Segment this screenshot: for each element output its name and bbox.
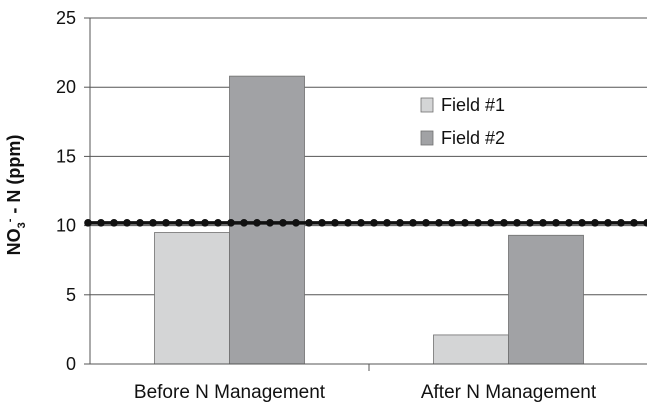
reference-line-dot <box>162 219 170 227</box>
reference-line-dot <box>331 219 339 227</box>
reference-line-dot <box>123 219 131 227</box>
reference-line-dot <box>149 219 157 227</box>
reference-line-dot <box>435 219 443 227</box>
reference-line-dot <box>188 219 196 227</box>
y-tick-label: 10 <box>56 216 76 236</box>
bar-field-2-1 <box>509 235 584 364</box>
reference-line-dot <box>214 219 222 227</box>
y-axis-ticks: 0 5 10 15 20 25 <box>56 8 90 374</box>
x-tick-label: Before N Management <box>134 382 326 403</box>
y-tick-label: 25 <box>56 8 76 28</box>
reference-line-dot <box>305 219 313 227</box>
reference-line-dot <box>474 219 482 227</box>
reference-line-dot <box>201 219 209 227</box>
reference-line-dot <box>227 219 235 227</box>
reference-line-dot <box>409 219 417 227</box>
x-tick-label: After N Management <box>421 382 597 403</box>
reference-line-dot <box>539 219 547 227</box>
reference-line-dot <box>292 219 300 227</box>
reference-line-dot <box>461 219 469 227</box>
reference-line-dot <box>110 219 118 227</box>
bar-field-1-1 <box>434 335 509 364</box>
reference-line-dot <box>500 219 508 227</box>
reference-line-dot <box>630 219 638 227</box>
reference-line-dot <box>396 219 404 227</box>
reference-line-dot <box>604 219 612 227</box>
reference-line-dot <box>97 219 105 227</box>
reference-line-dot <box>136 219 144 227</box>
reference-line-dot <box>578 219 586 227</box>
reference-line-dot <box>383 219 391 227</box>
legend: Field #1 Field #2 <box>421 95 505 148</box>
reference-line-dot <box>422 219 430 227</box>
reference-line-dot <box>84 219 92 227</box>
reference-line-dot <box>318 219 326 227</box>
legend-label: Field #2 <box>441 128 505 148</box>
reference-line-dot <box>279 219 287 227</box>
reference-line-dot <box>591 219 599 227</box>
reference-line-dot <box>266 219 274 227</box>
reference-line-dot <box>357 219 365 227</box>
reference-line-dot <box>344 219 352 227</box>
reference-line-dot <box>526 219 534 227</box>
reference-line-dot <box>552 219 560 227</box>
reference-line-dot <box>617 219 625 227</box>
y-tick-label: 0 <box>66 354 76 374</box>
y-axis-label: NO3- - N (ppm) <box>2 70 30 320</box>
reference-line-dot <box>565 219 573 227</box>
reference-line-dot <box>175 219 183 227</box>
y-tick-label: 5 <box>66 285 76 305</box>
y-tick-label: 20 <box>56 77 76 97</box>
legend-swatch <box>421 98 433 112</box>
reference-line-dot <box>253 219 261 227</box>
x-axis-labels: Before N Management After N Management <box>134 382 597 403</box>
reference-line-dot <box>448 219 456 227</box>
reference-line-dot <box>240 219 248 227</box>
y-tick-label: 15 <box>56 146 76 166</box>
bar-field-1-0 <box>155 233 230 364</box>
reference-line-dot <box>513 219 521 227</box>
bar-field-2-0 <box>230 76 305 364</box>
reference-line-dot <box>370 219 378 227</box>
reference-line-dot <box>487 219 495 227</box>
legend-label: Field #1 <box>441 95 505 115</box>
legend-swatch <box>421 131 433 145</box>
